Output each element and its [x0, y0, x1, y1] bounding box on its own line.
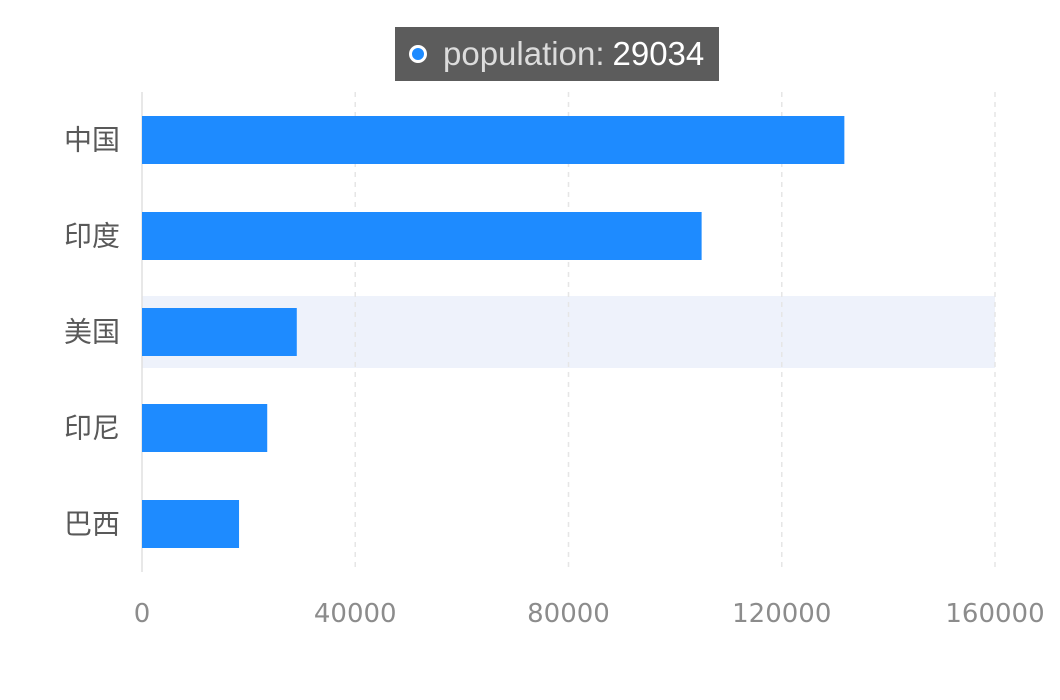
tick-labels-layer: 0 40000 80000 120000 160000 — [134, 599, 1045, 629]
bar-中国[interactable] — [142, 116, 845, 164]
tooltip-marker-icon — [409, 45, 427, 63]
x-tick-label-0: 0 — [134, 599, 151, 629]
x-tick-label-120000: 120000 — [732, 599, 831, 629]
bars-layer — [142, 116, 845, 548]
bar-印度[interactable] — [142, 212, 702, 260]
x-tick-label-40000: 40000 — [314, 599, 397, 629]
category-label-美国: 美国 — [64, 316, 120, 349]
category-label-印尼: 印尼 — [64, 412, 120, 445]
bar-美国[interactable] — [142, 308, 297, 356]
category-label-中国: 中国 — [64, 124, 120, 157]
category-label-巴西: 巴西 — [64, 508, 120, 541]
bar-巴西[interactable] — [142, 500, 240, 548]
x-tick-label-80000: 80000 — [527, 599, 610, 629]
x-tick-label-160000: 160000 — [945, 599, 1044, 629]
tooltip: population : 29034 — [395, 27, 720, 81]
tooltip-series-name: population — [443, 35, 596, 72]
bar-印尼[interactable] — [142, 404, 268, 452]
category-label-印度: 印度 — [64, 220, 120, 253]
tooltip-separator: : — [595, 35, 605, 72]
grid-layer — [354, 92, 996, 572]
tooltip-value: 29034 — [612, 35, 705, 72]
